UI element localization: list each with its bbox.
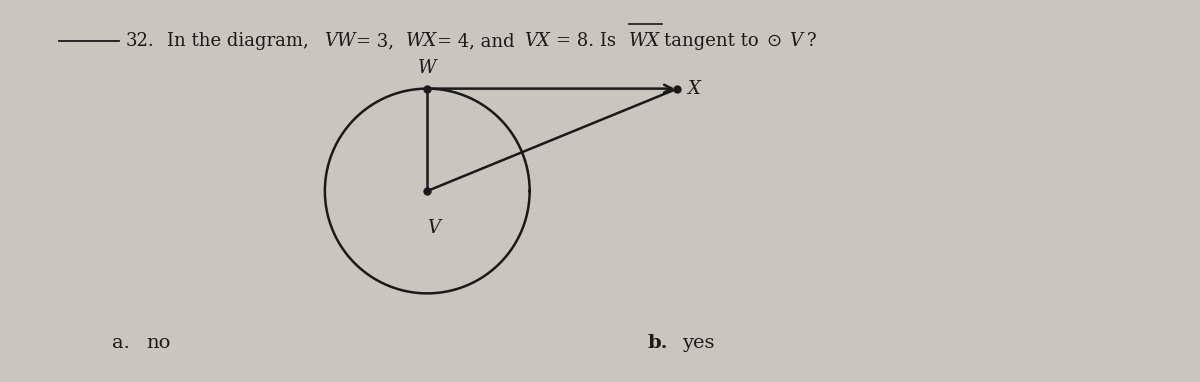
Text: W: W (418, 59, 437, 77)
Text: b.: b. (648, 334, 668, 352)
Text: 32.: 32. (126, 32, 155, 50)
Text: ⊙: ⊙ (767, 32, 782, 50)
Text: X: X (688, 79, 701, 98)
Text: yes: yes (683, 334, 715, 352)
Text: tangent to: tangent to (664, 32, 758, 50)
Text: WX: WX (629, 32, 660, 50)
Text: V: V (788, 32, 802, 50)
Text: V: V (427, 219, 439, 237)
Text: VW: VW (324, 32, 355, 50)
Text: WX: WX (406, 32, 437, 50)
Text: VX: VX (524, 32, 551, 50)
Text: ?: ? (806, 32, 816, 50)
Text: a.: a. (112, 334, 130, 352)
Text: = 3,: = 3, (355, 32, 394, 50)
Text: = 4, and: = 4, and (437, 32, 515, 50)
Text: no: no (146, 334, 170, 352)
Text: In the diagram,: In the diagram, (167, 32, 308, 50)
Text: = 8. Is: = 8. Is (557, 32, 617, 50)
